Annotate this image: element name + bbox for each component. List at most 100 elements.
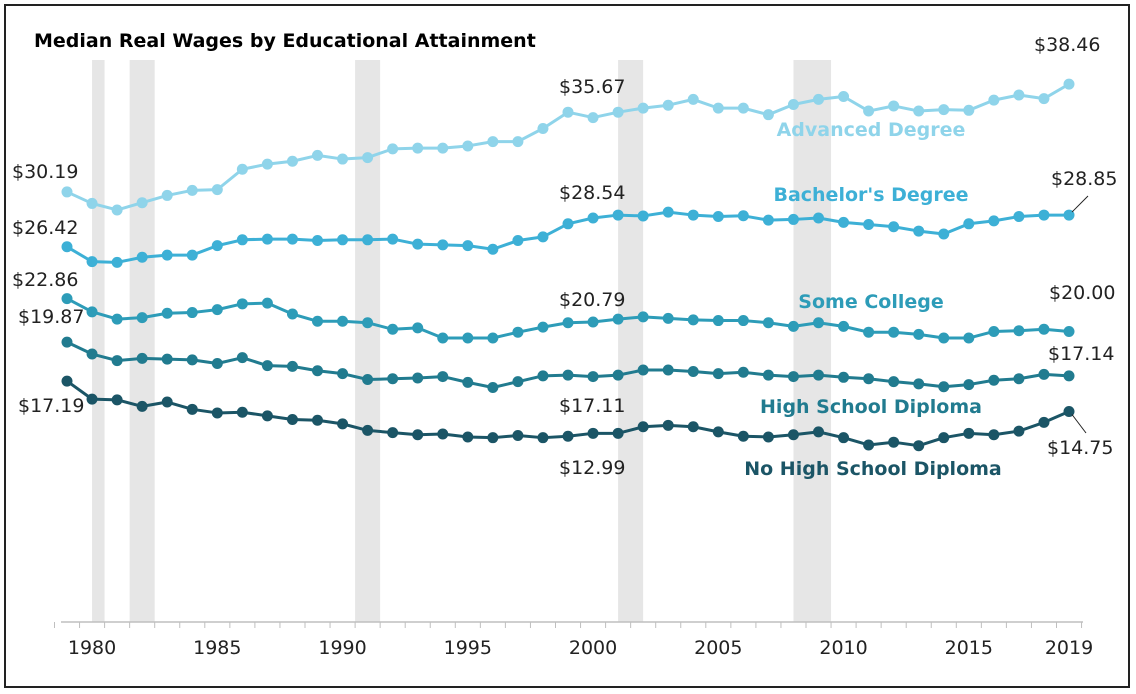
data-point-advanced-degree <box>111 204 123 216</box>
data-point-high-school-diploma <box>337 368 349 380</box>
data-point-no-high-school-diploma <box>637 421 649 433</box>
data-point-no-high-school-diploma <box>562 430 574 442</box>
data-point-advanced-degree <box>61 186 73 198</box>
data-point-high-school-diploma <box>537 370 549 382</box>
data-point-high-school-diploma <box>813 369 824 381</box>
data-label-no-high-school-diploma: $17.11 <box>559 395 625 417</box>
data-point-no-high-school-diploma <box>337 418 349 430</box>
data-point-some-college <box>737 315 749 327</box>
data-point-no-high-school-diploma <box>186 403 198 415</box>
data-point-advanced-degree <box>612 106 624 118</box>
data-point-some-college <box>337 315 349 327</box>
data-label-no-high-school-diploma: $12.99 <box>559 457 625 479</box>
data-point-high-school-diploma <box>286 360 298 372</box>
data-point-no-high-school-diploma <box>312 414 323 426</box>
data-point-high-school-diploma <box>1038 368 1050 380</box>
data-point-advanced-degree <box>913 105 925 117</box>
data-point-some-college <box>913 328 925 340</box>
recession-band-0 <box>92 60 105 622</box>
data-point-high-school-diploma <box>938 381 950 393</box>
data-point-advanced-degree <box>487 136 499 148</box>
data-point-advanced-degree <box>787 98 799 110</box>
data-point-advanced-degree <box>512 136 524 148</box>
data-point-some-college <box>813 317 824 329</box>
data-point-some-college <box>211 304 223 316</box>
data-point-bachelor-s-degree <box>136 251 148 263</box>
data-point-bachelor-s-degree <box>813 212 824 224</box>
x-tick-label: 2000 <box>569 637 617 659</box>
data-label-bachelor-s-degree: $28.54 <box>559 182 625 204</box>
data-point-some-college <box>136 312 148 324</box>
data-point-high-school-diploma <box>211 357 223 369</box>
x-tick-label: 1980 <box>68 637 116 659</box>
data-point-high-school-diploma <box>963 379 975 391</box>
data-point-some-college <box>487 332 499 344</box>
data-point-advanced-degree <box>437 142 449 154</box>
data-point-no-high-school-diploma <box>1038 416 1050 428</box>
data-point-bachelor-s-degree <box>888 221 900 233</box>
data-point-advanced-degree <box>662 99 674 111</box>
data-point-advanced-degree <box>737 102 749 114</box>
data-point-high-school-diploma <box>362 373 374 385</box>
data-point-no-high-school-diploma <box>437 428 449 440</box>
data-point-some-college <box>787 320 799 332</box>
x-tick-label: 2015 <box>945 637 993 659</box>
data-point-advanced-degree <box>888 100 900 112</box>
chart-frame: Median Real Wages by Educational Attainm… <box>4 4 1130 688</box>
data-point-high-school-diploma <box>437 371 449 383</box>
data-point-advanced-degree <box>963 104 975 116</box>
data-point-no-high-school-diploma <box>161 396 173 408</box>
data-point-high-school-diploma <box>1063 370 1075 382</box>
data-point-some-college <box>261 297 273 309</box>
data-point-high-school-diploma <box>838 371 850 383</box>
data-point-bachelor-s-degree <box>512 235 524 247</box>
data-point-advanced-degree <box>1013 89 1025 101</box>
data-point-advanced-degree <box>687 93 699 105</box>
data-point-some-college <box>161 307 173 319</box>
data-point-bachelor-s-degree <box>1013 211 1025 223</box>
data-point-some-college <box>236 298 248 310</box>
data-point-high-school-diploma <box>612 369 624 381</box>
data-point-no-high-school-diploma <box>813 426 824 438</box>
data-point-advanced-degree <box>863 105 875 117</box>
data-point-no-high-school-diploma <box>662 419 674 431</box>
data-point-high-school-diploma <box>913 378 925 390</box>
data-point-high-school-diploma <box>236 352 248 364</box>
data-point-some-college <box>412 322 424 334</box>
data-point-bachelor-s-degree <box>1063 209 1075 221</box>
data-point-advanced-degree <box>637 102 649 114</box>
data-point-no-high-school-diploma <box>838 432 850 444</box>
data-point-bachelor-s-degree <box>637 210 649 222</box>
data-point-high-school-diploma <box>712 368 724 380</box>
data-point-advanced-degree <box>712 102 724 114</box>
data-point-high-school-diploma <box>637 364 649 376</box>
recession-band-2 <box>355 60 381 622</box>
x-tick-label: 1990 <box>318 637 366 659</box>
data-point-high-school-diploma <box>136 352 148 364</box>
data-label-some-college: $20.79 <box>559 289 625 311</box>
data-point-some-college <box>587 316 599 328</box>
data-point-no-high-school-diploma <box>387 427 399 439</box>
data-point-bachelor-s-degree <box>211 240 223 252</box>
series-label-high-school-diploma: High School Diploma <box>760 396 982 418</box>
data-point-no-high-school-diploma <box>787 429 799 441</box>
x-tick-label: 2005 <box>694 637 742 659</box>
data-point-advanced-degree <box>362 152 374 164</box>
recession-band-1 <box>129 60 155 622</box>
data-point-high-school-diploma <box>462 376 474 388</box>
data-point-advanced-degree <box>186 184 198 196</box>
data-point-bachelor-s-degree <box>236 234 248 246</box>
data-point-bachelor-s-degree <box>587 212 599 224</box>
data-point-advanced-degree <box>136 197 148 209</box>
data-point-no-high-school-diploma <box>236 406 248 418</box>
data-point-advanced-degree <box>1038 93 1050 105</box>
data-point-advanced-degree <box>236 163 248 175</box>
data-point-high-school-diploma <box>161 353 173 365</box>
data-point-bachelor-s-degree <box>111 256 123 268</box>
data-point-high-school-diploma <box>387 373 399 385</box>
data-point-some-college <box>562 317 574 329</box>
data-point-advanced-degree <box>813 93 824 105</box>
data-label-bachelor-s-degree: $26.42 <box>12 217 78 239</box>
data-point-bachelor-s-degree <box>687 209 699 221</box>
data-point-some-college <box>938 332 950 344</box>
